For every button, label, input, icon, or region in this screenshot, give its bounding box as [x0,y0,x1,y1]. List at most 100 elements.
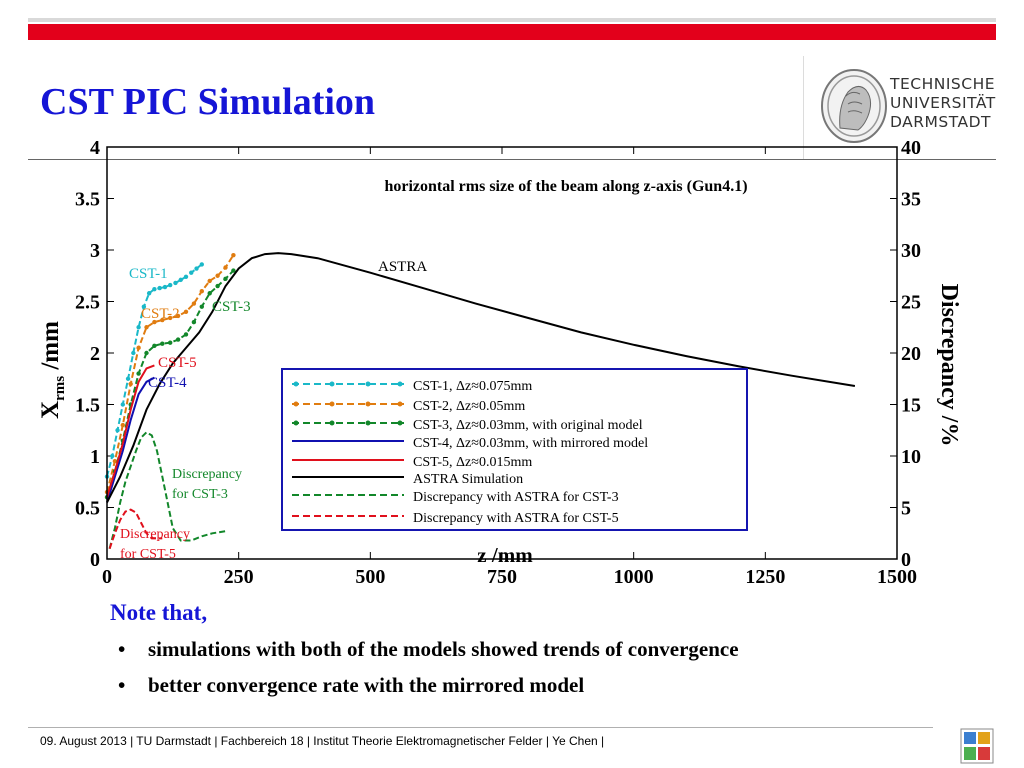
bullet-text: better convergence rate with the mirrore… [148,673,585,697]
data-point [199,289,204,294]
data-point [120,402,126,407]
y-tick-label: 2 [90,343,100,365]
data-point [183,332,189,337]
y-tick-label: 0 [90,549,100,571]
data-point [144,350,149,356]
data-point [178,277,183,283]
university-logo-text: TECHNISCHE UNIVERSITÄT DARMSTADT [890,75,996,132]
page-title: CST PIC Simulation [40,81,376,123]
series-label-cst-3: CST-3 [212,299,251,315]
data-point [157,285,162,291]
legend-marker [397,420,403,426]
legend-marker [329,401,335,407]
bullet-text: simulations with both of the models show… [148,637,739,661]
series-labels: CST-1 CST-2 CST-3 CST-5 CST-4 ASTRA Disc… [120,259,427,562]
data-point [136,345,141,351]
data-point [162,284,168,290]
data-point [231,268,236,273]
y-right-tick-label: 25 [901,292,921,314]
series-label-disc-cst-5: Discrepancy for CST-5 [120,527,190,562]
data-point [191,319,197,325]
legend-label: CST-4, Δz≈0.03mm, with mirrored model [413,436,648,451]
note-heading: Note that, [110,600,208,625]
data-point [120,422,126,428]
legend-marker [365,420,371,426]
data-point [152,319,157,325]
data-point [189,270,194,275]
legend-marker [329,381,335,387]
y-right-tick-label: 5 [901,498,911,520]
header-divider [28,159,996,160]
chart-title: horizontal rms size of the beam along z-… [384,178,747,195]
bullet-dot: • [118,637,126,661]
data-point [183,274,189,279]
data-point [152,286,157,292]
y-axis-label-main: X [37,401,64,419]
y-tick-label: 3 [90,240,100,262]
data-point [215,283,220,289]
data-point [168,315,173,321]
x-tick-label: 1500 [877,566,917,588]
series-label-astra: ASTRA [378,259,427,275]
y-right-tick-label: 40 [901,137,921,159]
x-tick-label: 750 [487,566,517,588]
legend-label: CST-5, Δz≈0.015mm [413,455,532,470]
data-point [131,350,136,356]
legend-marker [329,420,335,426]
y-right-tick-label: 30 [901,240,921,262]
y-tick-label: 4 [90,137,100,159]
y-tick-label: 1.5 [75,395,100,417]
series-label-cst-1: CST-1 [129,266,168,282]
data-point [152,343,157,348]
series-line-6 [106,252,856,503]
data-point [173,280,178,286]
data-point [223,265,228,270]
data-point [115,428,120,433]
x-tick-label: 500 [355,566,385,588]
data-point [199,262,204,267]
seal-icon [821,69,887,143]
legend-marker [293,401,299,407]
y-tick-label: 2.5 [75,292,100,314]
data-point [168,282,173,288]
data-point [110,453,115,459]
y-tick-label: 3.5 [75,189,100,211]
series-line-5 [106,364,155,498]
x-tick-label: 0 [102,566,112,588]
y-right-tick-label: 35 [901,189,921,211]
data-point [128,381,133,387]
data-point [146,291,152,296]
data-point [191,301,197,306]
series-line-4 [106,376,155,503]
data-point [112,458,118,464]
data-point [207,291,212,296]
top-accent-thin [28,18,996,22]
data-point [168,340,173,345]
data-point [125,376,131,381]
series-label-cst-4: CST-4 [148,375,187,391]
logo-line: TECHNISCHE [890,75,996,93]
bullet-item: • simulations with both of the models sho… [118,637,739,662]
legend-label: Discrepancy with ASTRA for CST-5 [413,511,619,526]
data-point [194,266,199,271]
y-right-axis-label: Discrepancy /% [936,284,962,447]
data-point [207,278,212,284]
data-point [136,371,141,376]
y-axis-label-unit: /mm [37,321,64,376]
institute-logo-icon [960,728,994,764]
legend-label: Discrepancy with ASTRA for CST-3 [413,490,619,505]
legend-marker [397,381,403,387]
y-axis-label-sub: rms [52,376,68,401]
y-tick-label: 0.5 [75,498,100,520]
footer-divider [28,727,933,728]
series-label-disc-cst-3: Discrepancy for CST-3 [172,467,242,502]
legend-box [281,368,748,531]
top-accent-bar [28,24,996,40]
data-point [141,304,147,309]
legend-marker [293,381,299,387]
y-right-tick-label: 15 [901,395,921,417]
legend-label: ASTRA Simulation [413,472,523,487]
series-label-cst-2: CST-2 [141,306,180,322]
y-axis-label: Xrms /mm [37,321,68,419]
